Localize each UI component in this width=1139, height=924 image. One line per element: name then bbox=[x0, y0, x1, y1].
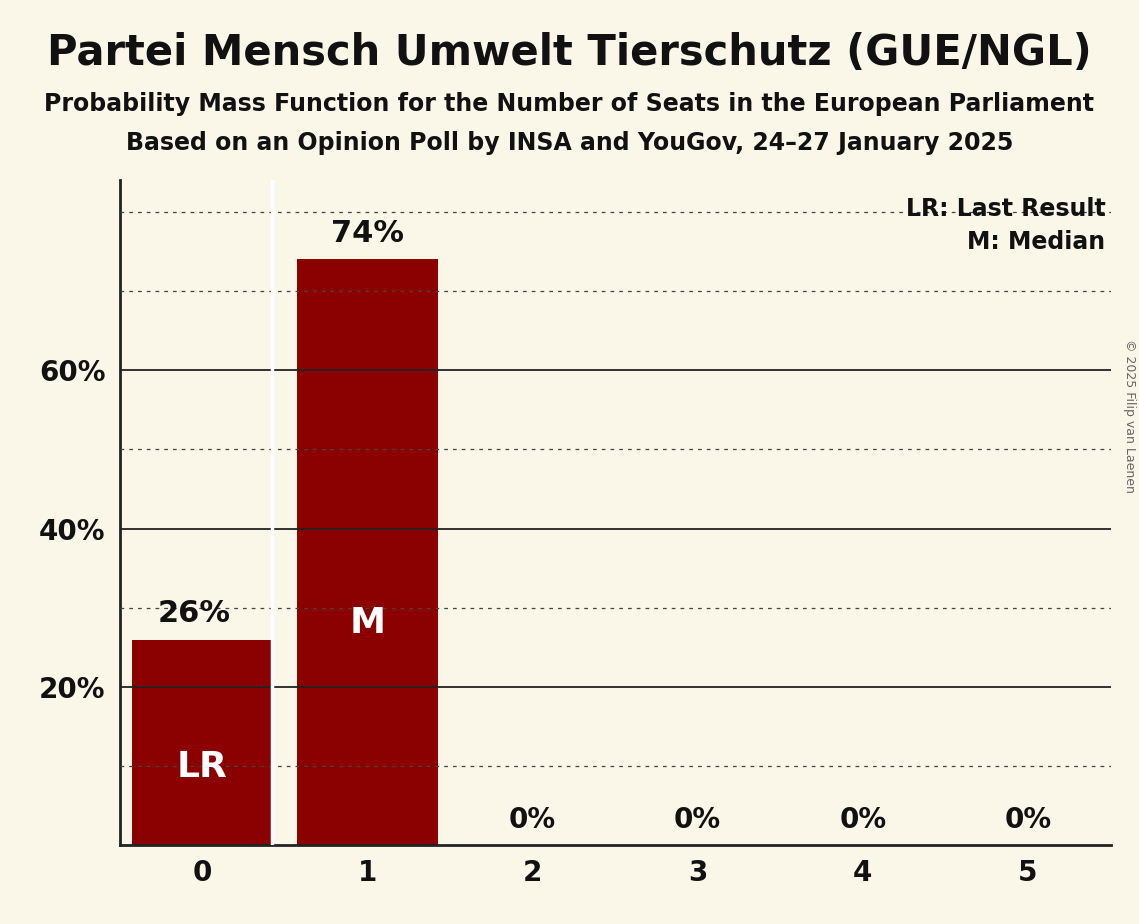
Text: 0%: 0% bbox=[674, 806, 721, 833]
Text: LR: LR bbox=[177, 750, 228, 784]
Bar bbox=[297, 260, 437, 845]
Text: Probability Mass Function for the Number of Seats in the European Parliament: Probability Mass Function for the Number… bbox=[44, 92, 1095, 116]
Bar bbox=[132, 639, 272, 845]
Text: M: Median: M: Median bbox=[967, 230, 1106, 254]
Text: LR: Last Result: LR: Last Result bbox=[906, 197, 1106, 221]
Text: 74%: 74% bbox=[330, 218, 404, 248]
Text: Partei Mensch Umwelt Tierschutz (GUE/NGL): Partei Mensch Umwelt Tierschutz (GUE/NGL… bbox=[47, 32, 1092, 74]
Text: 0%: 0% bbox=[839, 806, 886, 833]
Text: Based on an Opinion Poll by INSA and YouGov, 24–27 January 2025: Based on an Opinion Poll by INSA and You… bbox=[125, 131, 1014, 155]
Text: 26%: 26% bbox=[157, 599, 230, 627]
Text: 0%: 0% bbox=[1005, 806, 1051, 833]
Text: 0%: 0% bbox=[509, 806, 556, 833]
Text: M: M bbox=[350, 606, 385, 639]
Text: © 2025 Filip van Laenen: © 2025 Filip van Laenen bbox=[1123, 339, 1137, 492]
